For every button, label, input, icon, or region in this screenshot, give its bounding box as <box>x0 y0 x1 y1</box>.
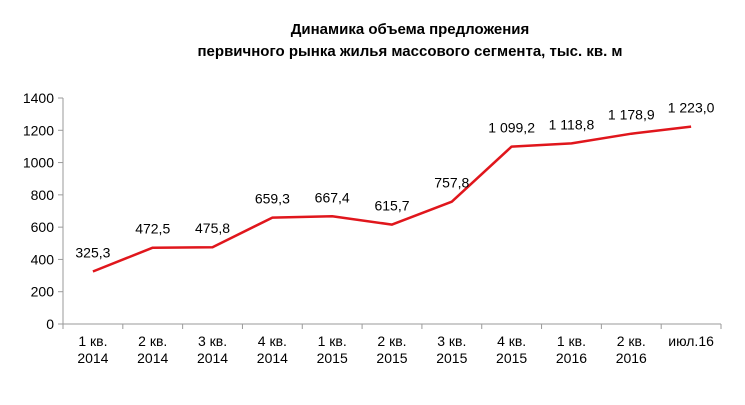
data-label: 659,3 <box>255 191 290 207</box>
x-tick-label: 1 кв. <box>557 333 586 349</box>
y-tick-label: 1400 <box>23 90 54 106</box>
y-tick-label: 1200 <box>23 122 54 138</box>
x-tick-label: 3 кв. <box>437 333 466 349</box>
y-tick-label: 1000 <box>23 155 54 171</box>
data-label: 475,8 <box>195 220 230 236</box>
x-tick-label: 2014 <box>197 350 228 366</box>
x-tick-label: июл.16 <box>668 333 714 349</box>
data-label: 325,3 <box>75 244 110 260</box>
x-tick-label: 2015 <box>496 350 527 366</box>
x-tick-label: 2015 <box>317 350 348 366</box>
x-tick-label: 1 кв. <box>78 333 107 349</box>
x-tick-label: 1 кв. <box>318 333 347 349</box>
x-tick-label: 4 кв. <box>258 333 287 349</box>
data-label: 1 178,9 <box>608 107 655 123</box>
data-labels: 325,3 472,5 475,8 659,3 667,4 615,7 757,8 1 099… <box>75 100 714 261</box>
x-tick-label: 3 кв. <box>198 333 227 349</box>
x-tick-label: 2 кв. <box>377 333 406 349</box>
data-label: 757,8 <box>434 175 469 191</box>
data-label: 667,4 <box>315 189 350 205</box>
data-label: 1 099,2 <box>488 120 535 136</box>
y-tick-label: 0 <box>46 316 54 332</box>
x-tick-label: 2014 <box>257 350 288 366</box>
x-tick-label: 2015 <box>376 350 407 366</box>
series-line <box>92 125 692 273</box>
data-label: 615,7 <box>374 198 409 214</box>
x-tick-label: 2014 <box>137 350 168 366</box>
y-axis-ticks: 0 200 400 600 800 1000 1200 1400 <box>23 90 63 332</box>
chart-title-line-2: первичного рынка жилья массового сегмент… <box>198 43 623 60</box>
chart-title-line-1: Динамика объема предложения <box>291 21 530 38</box>
data-label: 472,5 <box>135 221 170 237</box>
data-label: 1 223,0 <box>668 100 715 116</box>
x-tick-label: 2014 <box>77 350 108 366</box>
y-tick-label: 200 <box>31 284 55 300</box>
y-tick-label: 600 <box>31 219 55 235</box>
x-tick-label: 2016 <box>616 350 647 366</box>
y-tick-label: 400 <box>31 251 55 267</box>
x-tick-label: 2015 <box>436 350 467 366</box>
x-tick-label: 2 кв. <box>617 333 646 349</box>
x-tick-label: 2016 <box>556 350 587 366</box>
y-tick-label: 800 <box>31 187 55 203</box>
x-tick-label: 4 кв. <box>497 333 526 349</box>
x-tick-label: 2 кв. <box>138 333 167 349</box>
data-label: 1 118,8 <box>549 116 595 132</box>
